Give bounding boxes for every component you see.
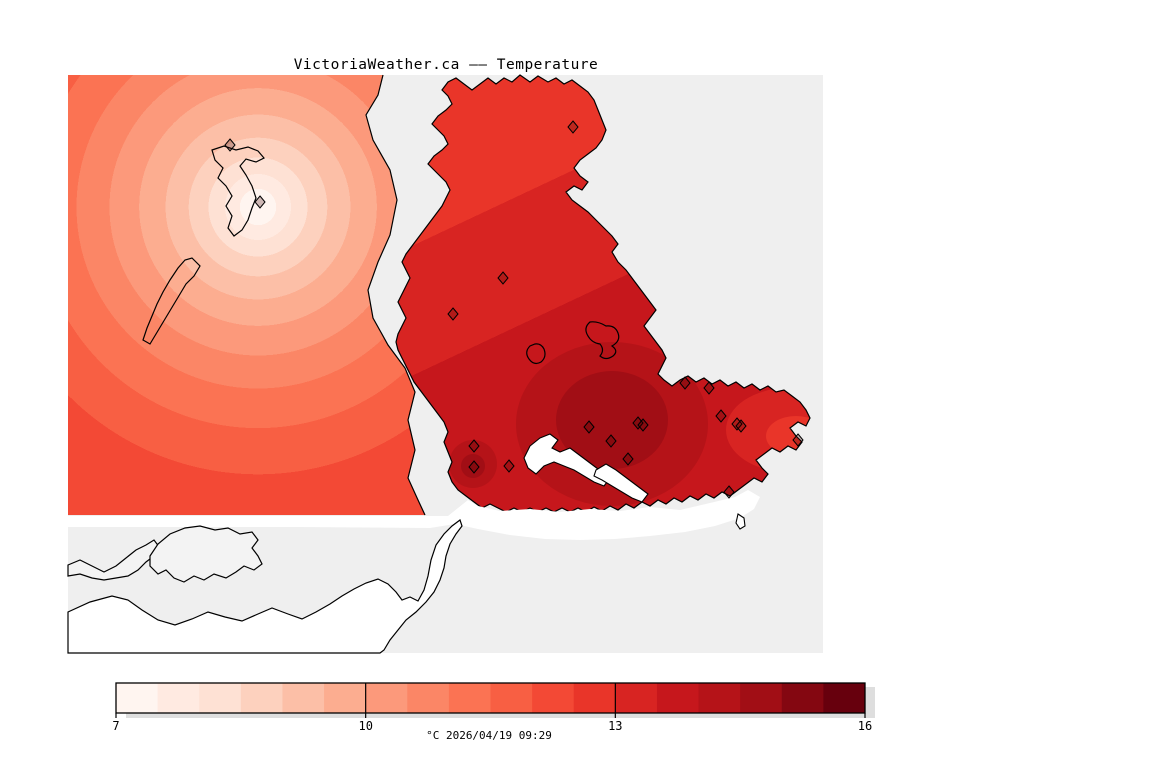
station-marker-diamond bbox=[254, 195, 266, 209]
colorbar-segment bbox=[573, 683, 616, 713]
colorbar-tick-label-13: 13 bbox=[608, 719, 622, 733]
station-markers bbox=[224, 120, 804, 499]
colorbar-segment bbox=[532, 683, 575, 713]
station-marker-diamond bbox=[792, 433, 804, 447]
colorbar: 7 10 13 16 °C 2026/04/19 09:29 bbox=[112, 682, 875, 742]
station-marker-diamond bbox=[468, 439, 480, 453]
station-marker-diamond bbox=[622, 452, 634, 466]
figure-title: VictoriaWeather.ca –– Temperature bbox=[294, 57, 599, 73]
colorbar-segment bbox=[698, 683, 741, 713]
islet-south bbox=[735, 513, 746, 530]
colorbar-segment bbox=[157, 683, 200, 713]
colorbar-segment bbox=[448, 683, 491, 713]
colorbar-segment bbox=[116, 683, 159, 713]
colorbar-segment bbox=[490, 683, 533, 713]
colorbar-segment bbox=[781, 683, 824, 713]
data-block-contours bbox=[68, 75, 425, 515]
colorbar-segment bbox=[199, 683, 242, 713]
station-marker-diamond bbox=[468, 460, 480, 474]
station-marker-diamond bbox=[583, 420, 595, 434]
south-shore-halo bbox=[68, 490, 760, 540]
colorbar-tick-label-7: 7 bbox=[112, 719, 119, 733]
colorbar-ticks bbox=[115, 683, 866, 718]
station-marker-diamond bbox=[503, 459, 515, 473]
colorbar-segment bbox=[407, 683, 450, 713]
colorbar-segment bbox=[823, 683, 866, 713]
island-large-gray bbox=[149, 525, 263, 583]
colorbar-segment bbox=[365, 683, 408, 713]
colorbar-segment bbox=[240, 683, 283, 713]
unit-timestamp-label: °C 2026/04/19 09:29 bbox=[426, 729, 552, 742]
station-marker-diamond bbox=[605, 434, 617, 448]
station-marker-diamond bbox=[567, 120, 579, 134]
data-block-coastline bbox=[365, 74, 426, 516]
colorbar-tick-label-16: 16 bbox=[858, 719, 872, 733]
lake-outline-small bbox=[526, 343, 546, 365]
station-marker-diamond bbox=[497, 271, 509, 285]
station-marker-diamond bbox=[224, 138, 236, 152]
station-marker-diamond bbox=[703, 381, 715, 395]
colorbar-segment bbox=[615, 683, 658, 713]
station-marker-diamond bbox=[447, 307, 459, 321]
station-marker-diamond bbox=[715, 409, 727, 423]
island-outline-south bbox=[142, 257, 201, 345]
south-landmass bbox=[67, 519, 463, 654]
colorbar-segment bbox=[656, 683, 700, 713]
station-marker-diamond bbox=[731, 417, 743, 431]
colorbar-segment bbox=[324, 683, 367, 713]
colorbar-segments bbox=[116, 683, 866, 713]
colorbar-tick-label-10: 10 bbox=[358, 719, 372, 733]
colorbar-segment bbox=[282, 683, 325, 713]
harbour-victoria bbox=[593, 463, 649, 503]
colorbar-segment bbox=[740, 683, 783, 713]
dark-band-inner bbox=[556, 371, 668, 469]
station-marker-diamond bbox=[735, 419, 747, 433]
station-marker-diamond bbox=[637, 418, 649, 432]
station-marker-diamond bbox=[723, 485, 735, 499]
island-outline-north bbox=[211, 145, 265, 237]
lake-outline-large bbox=[585, 321, 620, 360]
dark-spot-west-core bbox=[461, 454, 485, 478]
colorbar-frame bbox=[115, 682, 866, 714]
station-marker-diamond bbox=[679, 376, 691, 390]
